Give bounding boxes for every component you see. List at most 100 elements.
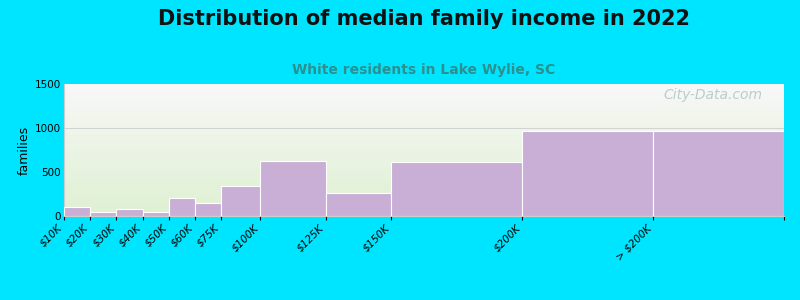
Bar	[64, 102, 784, 103]
Bar	[64, 207, 784, 208]
Bar	[221, 186, 260, 216]
Bar	[64, 92, 784, 93]
Bar	[64, 167, 784, 168]
Bar	[64, 155, 784, 156]
Bar	[64, 88, 784, 89]
Bar	[64, 182, 784, 183]
Bar	[64, 114, 784, 115]
Text: Distribution of median family income in 2022: Distribution of median family income in …	[158, 9, 690, 29]
Bar	[142, 212, 169, 216]
Bar	[64, 157, 784, 158]
Bar	[64, 168, 784, 169]
Bar	[64, 108, 784, 109]
Bar	[64, 153, 784, 154]
Bar	[64, 107, 784, 108]
Bar	[64, 86, 784, 87]
Bar	[64, 99, 784, 100]
Bar	[64, 200, 784, 201]
Bar	[64, 161, 784, 162]
Bar	[64, 164, 784, 165]
Bar	[64, 174, 784, 175]
Bar	[64, 151, 784, 152]
Bar	[64, 103, 784, 104]
Bar	[64, 186, 784, 187]
Bar	[64, 128, 784, 129]
Bar	[64, 154, 784, 155]
Bar	[64, 181, 784, 182]
Bar	[64, 150, 784, 151]
Bar	[64, 101, 784, 102]
Bar	[64, 156, 784, 157]
Bar	[64, 185, 784, 186]
Bar	[64, 131, 784, 132]
Bar	[64, 176, 784, 177]
Bar	[64, 175, 784, 176]
Bar	[64, 205, 784, 206]
Bar	[64, 110, 784, 111]
Bar	[64, 178, 784, 179]
Bar	[169, 197, 195, 216]
Bar	[64, 191, 784, 192]
Bar	[64, 121, 784, 122]
Bar	[64, 159, 784, 160]
Bar	[64, 84, 784, 85]
Bar	[64, 173, 784, 174]
Bar	[64, 184, 784, 185]
Bar	[64, 135, 784, 136]
Bar	[64, 196, 784, 197]
Bar	[326, 193, 391, 216]
Bar	[64, 104, 784, 105]
Bar	[64, 206, 784, 207]
Bar	[64, 172, 784, 173]
Bar	[64, 183, 784, 184]
Bar	[64, 143, 784, 144]
Bar	[64, 171, 784, 172]
Bar	[64, 208, 784, 209]
Bar	[64, 85, 784, 86]
Bar	[64, 193, 784, 194]
Bar	[64, 118, 784, 119]
Bar	[260, 161, 326, 216]
Bar	[64, 177, 784, 178]
Text: City-Data.com: City-Data.com	[663, 88, 762, 102]
Bar	[64, 106, 784, 107]
Bar	[64, 147, 784, 148]
Bar	[64, 100, 784, 101]
Bar	[64, 188, 784, 189]
Bar	[90, 212, 116, 216]
Bar	[64, 98, 784, 99]
Bar	[64, 111, 784, 112]
Bar	[64, 126, 784, 127]
Bar	[64, 145, 784, 146]
Bar	[64, 130, 784, 131]
Bar	[64, 202, 784, 203]
Bar	[64, 192, 784, 193]
Bar	[64, 112, 784, 113]
Bar	[64, 194, 784, 195]
Bar	[64, 113, 784, 114]
Bar	[64, 146, 784, 147]
Bar	[64, 204, 784, 205]
Bar	[64, 120, 784, 121]
Bar	[64, 195, 784, 196]
Bar	[64, 198, 784, 199]
Bar	[64, 96, 784, 97]
Bar	[64, 169, 784, 170]
Bar	[64, 142, 784, 143]
Bar	[64, 95, 784, 96]
Text: White residents in Lake Wylie, SC: White residents in Lake Wylie, SC	[292, 63, 556, 77]
Bar	[64, 199, 784, 200]
Bar	[64, 90, 784, 91]
Bar	[64, 140, 784, 141]
Bar	[64, 210, 784, 211]
Bar	[391, 162, 522, 216]
Bar	[64, 124, 784, 125]
Bar	[64, 115, 784, 116]
Bar	[64, 141, 784, 142]
Bar	[64, 211, 784, 212]
Bar	[64, 117, 784, 118]
Bar	[64, 139, 784, 140]
Bar	[64, 133, 784, 134]
Bar	[64, 187, 784, 188]
Bar	[64, 89, 784, 90]
